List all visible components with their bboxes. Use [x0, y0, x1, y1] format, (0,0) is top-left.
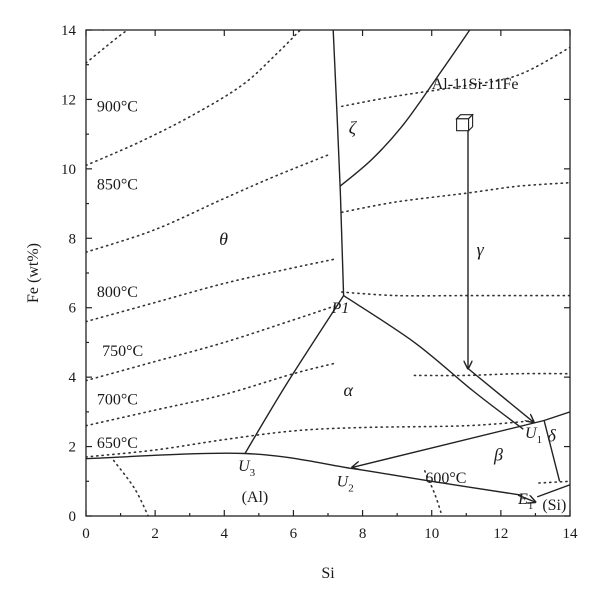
phase-region-label: δ [548, 425, 557, 445]
x-tick-label: 8 [359, 526, 367, 542]
isotherm-line [86, 30, 302, 167]
phase-boundaries [86, 30, 570, 498]
phase-region-label: γ [477, 240, 485, 260]
isotherm-label: 750°C [102, 343, 143, 360]
phase-field-label: (Al) [242, 489, 269, 506]
invariant-point-label: U3 [238, 458, 256, 479]
solidification-arrow [467, 367, 534, 423]
isotherm-lines [86, 30, 570, 516]
isotherm-line [86, 419, 537, 458]
isotherm-line [341, 46, 570, 108]
alloy-composition-label: Al-11Si-11Fe [432, 76, 519, 93]
isotherm-line [112, 459, 149, 516]
y-tick-label: 2 [69, 440, 77, 456]
phase-boundary-line [244, 295, 345, 454]
isotherm-line [86, 258, 336, 323]
isotherm-line [424, 470, 443, 516]
isotherm-line [86, 362, 336, 427]
invariant-point-label: U2 [337, 473, 354, 494]
x-tick-label: 6 [290, 526, 298, 542]
cube-icon [455, 113, 474, 133]
isotherm-line [86, 30, 129, 64]
invariant-point-label: P1 [330, 300, 349, 317]
x-tick-label: 0 [82, 526, 90, 542]
composition-marker [455, 113, 474, 133]
y-tick-label: 12 [61, 92, 76, 108]
phase-boundary-line [536, 484, 570, 498]
isotherm-label: 900°C [97, 98, 138, 115]
x-axis-title: Si [321, 565, 335, 582]
phase-boundary-line [543, 411, 570, 422]
solidification-arrow [517, 494, 535, 502]
isotherm-label: 800°C [97, 284, 138, 301]
y-axis-title: Fe (wt%) [25, 243, 42, 303]
plot-frame [85, 29, 571, 517]
isotherm-line [413, 372, 570, 377]
x-tick-label: 12 [493, 526, 508, 542]
isotherm-line [538, 480, 570, 484]
phase-region-label: α [344, 380, 354, 400]
x-tick-label: 14 [563, 526, 579, 542]
x-axis-ticks: 0 2 4 6 8 10 12 14 [82, 30, 578, 542]
invariant-point-label: E1 [517, 491, 533, 512]
diagram-labels: 900°C 850°C 800°C 750°C 700°C 650°C 600°C ζ θ γ α β… [97, 76, 566, 514]
phase-boundary-line [543, 420, 561, 482]
y-tick-label: 0 [69, 509, 77, 525]
phase-boundary-line [343, 295, 524, 430]
phase-boundary-line [86, 452, 522, 496]
phase-region-label: ζ [349, 118, 358, 138]
y-tick-label: 14 [61, 23, 77, 39]
solidification-path [352, 127, 545, 502]
isotherm-label: 600°C [425, 470, 466, 487]
isotherm-label: 650°C [97, 435, 138, 452]
isotherm-label: 850°C [97, 176, 138, 193]
x-tick-label: 4 [221, 526, 229, 542]
phase-field-label: (Si) [542, 497, 566, 514]
axes [85, 29, 571, 517]
invariant-point-label: U1 [525, 425, 542, 446]
y-tick-label: 8 [69, 231, 77, 247]
y-tick-label: 10 [61, 162, 76, 178]
phase-region-label: β [493, 444, 503, 464]
isotherm-line [341, 291, 570, 297]
x-tick-label: 10 [424, 526, 439, 542]
y-axis-ticks: 0 2 4 6 8 10 12 14 [61, 23, 570, 525]
phase-boundary-line [339, 30, 471, 187]
y-tick-label: 4 [69, 370, 77, 386]
x-tick-label: 2 [151, 526, 159, 542]
isotherm-line [86, 154, 329, 253]
isotherm-label: 700°C [97, 392, 138, 409]
solidification-arrow [352, 419, 545, 468]
isotherm-line [102, 30, 105, 31]
phase-region-label: θ [219, 229, 228, 249]
phase-boundary-line [332, 30, 345, 296]
isotherm-line [341, 181, 570, 214]
y-tick-label: 6 [69, 301, 77, 317]
